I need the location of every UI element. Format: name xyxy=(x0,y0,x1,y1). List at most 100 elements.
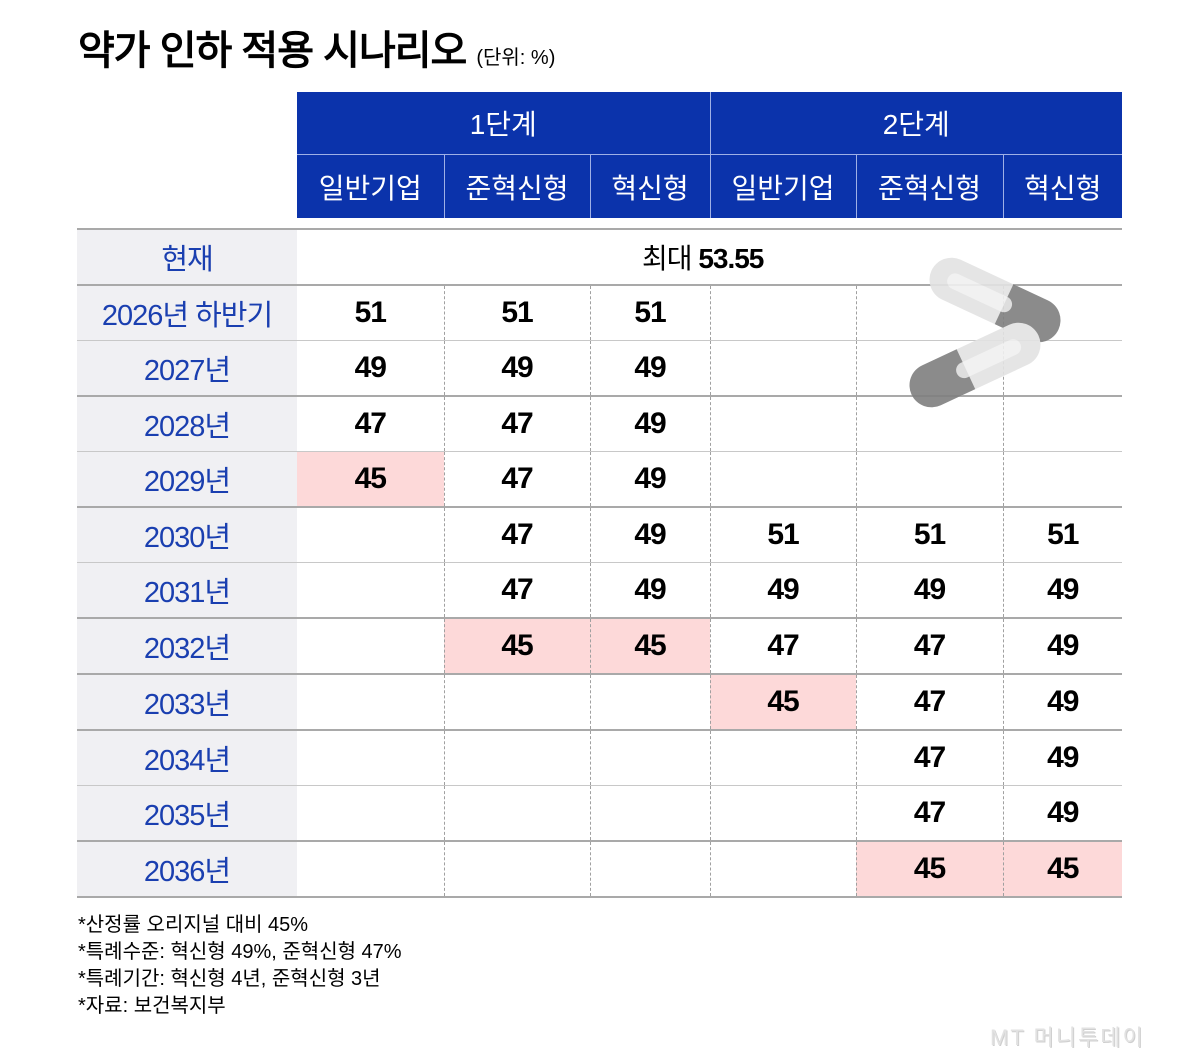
value-cell: 47 xyxy=(856,618,1004,675)
col-header: 준혁신형 xyxy=(444,154,591,218)
publisher-watermark: MT 머니투데이 xyxy=(990,1025,1145,1050)
value-cell xyxy=(710,340,857,397)
col-header: 혁신형 xyxy=(590,154,711,218)
current-value: 53.55 xyxy=(698,243,764,274)
value-cell: 51 xyxy=(710,507,857,563)
col-header: 일반기업 xyxy=(710,154,857,218)
value-cell xyxy=(297,730,445,786)
value-cell xyxy=(590,674,711,731)
value-cell xyxy=(590,841,711,898)
current-prefix: 최대 xyxy=(642,243,693,274)
value-cell: 49 xyxy=(444,340,591,397)
value-cell: 45 xyxy=(297,451,445,508)
value-cell: 49 xyxy=(1003,562,1122,619)
phase-1-header: 1단계 xyxy=(297,92,711,155)
value-cell xyxy=(297,562,445,619)
value-cell: 49 xyxy=(590,340,711,397)
value-cell: 47 xyxy=(444,507,591,563)
value-cell xyxy=(710,396,857,452)
table-row: 2028년 47 47 49 xyxy=(77,396,1122,452)
value-cell xyxy=(297,674,445,731)
value-cell xyxy=(444,730,591,786)
table-row: 2033년 45 47 49 xyxy=(77,674,1122,731)
col-header: 일반기업 xyxy=(297,154,445,218)
value-cell: 47 xyxy=(444,396,591,452)
value-cell: 45 xyxy=(710,674,857,731)
value-cell: 49 xyxy=(590,507,711,563)
table-row: 2032년 45 45 47 47 49 xyxy=(77,618,1122,675)
value-cell xyxy=(297,507,445,563)
row-label: 2030년 xyxy=(77,507,297,563)
value-cell: 49 xyxy=(1003,674,1122,731)
value-cell xyxy=(856,451,1004,508)
unit-label: (단위: %) xyxy=(476,47,556,69)
row-label: 2034년 xyxy=(77,730,297,786)
table-row: 2026년 하반기 51 51 51 xyxy=(77,285,1122,341)
capsule-pills-icon xyxy=(909,257,1061,408)
value-cell: 49 xyxy=(590,562,711,619)
value-cell xyxy=(444,841,591,898)
value-cell: 47 xyxy=(856,785,1004,842)
footnote: *자료: 보건복지부 xyxy=(78,995,226,1017)
value-cell xyxy=(590,730,711,786)
value-cell: 49 xyxy=(1003,730,1122,786)
value-cell xyxy=(710,451,857,508)
value-cell: 49 xyxy=(1003,618,1122,675)
value-cell xyxy=(1003,451,1122,508)
col-header: 혁신형 xyxy=(1003,154,1122,218)
table-row: 2030년 47 49 51 51 51 xyxy=(77,507,1122,563)
col-header: 준혁신형 xyxy=(856,154,1004,218)
phase-2-header: 2단계 xyxy=(710,92,1122,155)
value-cell xyxy=(590,785,711,842)
value-cell: 45 xyxy=(856,841,1004,898)
row-label: 2032년 xyxy=(77,618,297,675)
table-row: 2035년 47 49 xyxy=(77,785,1122,842)
value-cell: 47 xyxy=(444,451,591,508)
value-cell xyxy=(297,785,445,842)
header-gap xyxy=(77,218,1122,230)
table-body: 2026년 하반기 51 51 51 2027년 49 49 49 2028년 47 47 49 202… xyxy=(77,285,1122,898)
value-cell xyxy=(710,785,857,842)
table-row: 2036년 45 45 xyxy=(77,841,1122,898)
value-cell: 51 xyxy=(444,285,591,341)
value-cell: 45 xyxy=(444,618,591,675)
value-cell xyxy=(444,785,591,842)
row-label: 2033년 xyxy=(77,674,297,731)
value-cell: 51 xyxy=(297,285,445,341)
row-label: 현재 xyxy=(77,229,297,286)
title-text: 약가 인하 적용 시나리오 xyxy=(78,29,467,73)
phase-header-row: 1단계 2단계 xyxy=(77,92,1122,155)
chart-title: 약가 인하 적용 시나리오 (단위: %) xyxy=(78,18,555,76)
value-cell xyxy=(444,674,591,731)
value-cell: 49 xyxy=(590,451,711,508)
row-label: 2027년 xyxy=(77,340,297,397)
corner-blank xyxy=(77,92,297,155)
value-cell: 51 xyxy=(856,507,1004,563)
value-cell: 47 xyxy=(297,396,445,452)
table-row: 2031년 47 49 49 49 49 xyxy=(77,562,1122,619)
table-row: 2034년 47 49 xyxy=(77,730,1122,786)
row-label: 2031년 xyxy=(77,562,297,619)
value-cell xyxy=(297,618,445,675)
value-cell: 49 xyxy=(1003,785,1122,842)
row-label: 2028년 xyxy=(77,396,297,452)
value-cell xyxy=(710,841,857,898)
value-cell: 49 xyxy=(297,340,445,397)
row-label: 2026년 하반기 xyxy=(77,285,297,341)
value-cell: 47 xyxy=(710,618,857,675)
value-cell: 45 xyxy=(590,618,711,675)
column-header-row: 일반기업 준혁신형 혁신형 일반기업 준혁신형 혁신형 xyxy=(77,154,1122,218)
value-cell xyxy=(1003,396,1122,452)
price-cut-table: 1단계 2단계 일반기업 준혁신형 혁신형 일반기업 준혁신형 혁신형 현재 최… xyxy=(77,92,1122,898)
value-cell: 49 xyxy=(590,396,711,452)
value-cell xyxy=(710,730,857,786)
row-label: 2029년 xyxy=(77,451,297,508)
value-cell: 45 xyxy=(1003,841,1122,898)
value-cell: 49 xyxy=(856,562,1004,619)
corner-blank xyxy=(77,154,297,218)
row-label: 2036년 xyxy=(77,841,297,898)
value-cell xyxy=(297,841,445,898)
value-cell: 51 xyxy=(590,285,711,341)
value-cell: 51 xyxy=(1003,507,1122,563)
footnote: *특례수준: 혁신형 49%, 준혁신형 47% xyxy=(78,941,402,963)
